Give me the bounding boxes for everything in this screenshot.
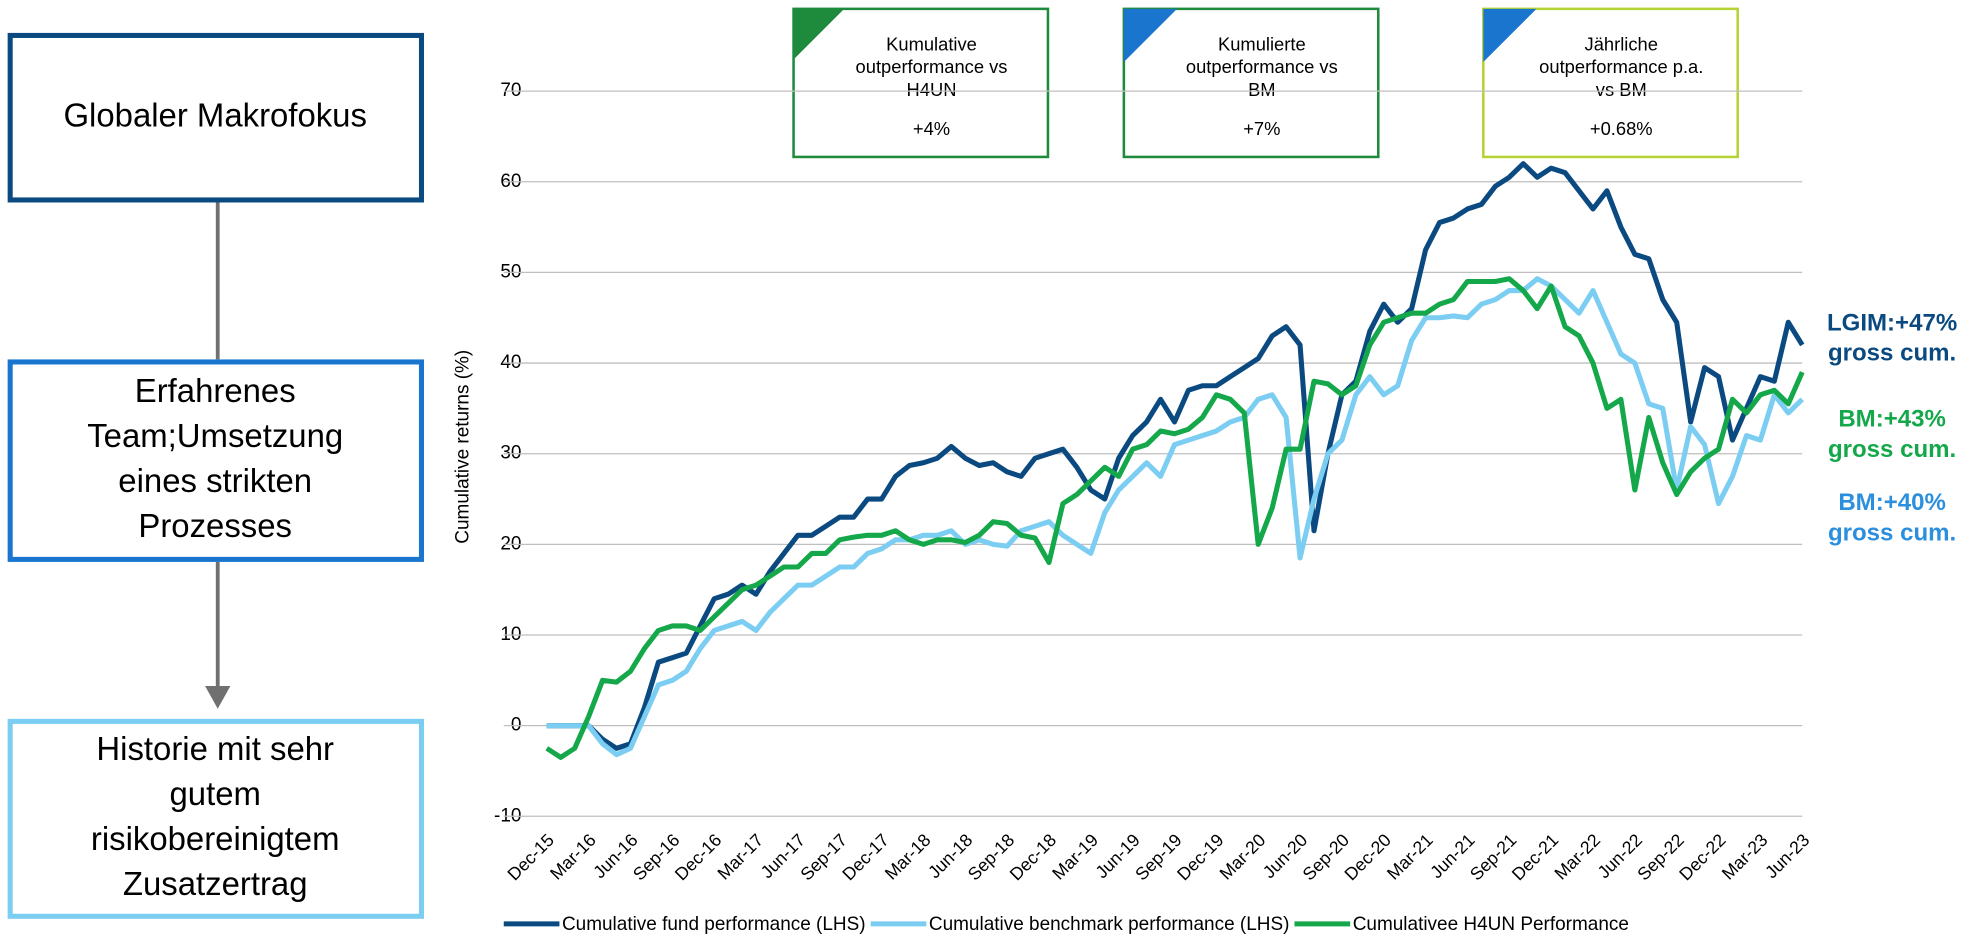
x-tick-label: Dec-20: [1340, 830, 1395, 885]
callout-corner: [793, 8, 845, 60]
end-label: gross cum.: [1828, 340, 1956, 367]
x-tick-label: Dec-15: [503, 830, 558, 885]
legend-label: Cumulativee H4UN Performance: [1353, 914, 1629, 934]
callout-text: Kumulative: [886, 33, 977, 54]
flow-step-text: Team;Umsetzung: [87, 417, 343, 454]
callout-box: [1482, 7, 1739, 159]
x-tick-label: Mar-16: [546, 830, 600, 884]
x-tick-label: Dec-22: [1675, 830, 1730, 885]
callout-value: +7%: [1243, 118, 1280, 139]
callout-text: Kumulierte: [1218, 33, 1306, 54]
callout-text: outperformance vs: [856, 56, 1008, 77]
callout-text: Jährliche: [1585, 33, 1658, 54]
callout-value: +4%: [913, 118, 950, 139]
x-tick-label: Mar-21: [1383, 830, 1437, 884]
x-tick-label: Dec-18: [1006, 830, 1061, 885]
legend-label: Cumulative fund performance (LHS): [562, 914, 866, 934]
flow-step-text: eines strikten: [118, 462, 312, 499]
series-line: [546, 276, 1805, 758]
arrowhead: [205, 685, 231, 709]
x-tick-label: Dec-16: [671, 830, 726, 885]
callout-text: outperformance vs: [1186, 56, 1338, 77]
x-tick-label: Mar-22: [1550, 830, 1604, 884]
flow-box: [7, 718, 425, 919]
x-tick-label: Dec-21: [1508, 830, 1563, 885]
x-tick-label: Dec-17: [838, 830, 893, 885]
callout-box: [1122, 7, 1380, 159]
series-line: [545, 276, 1805, 760]
x-tick-label: Mar-17: [713, 830, 767, 884]
callout-corner: [1483, 8, 1537, 63]
flow-step-text: risikobereinigtem: [91, 820, 340, 857]
y-axis-label: Cumulative returns (%): [452, 350, 473, 544]
x-tick-label: Mar-20: [1216, 830, 1270, 884]
flow-box: [7, 359, 425, 562]
flow-step-text: Prozesses: [138, 507, 292, 544]
callout-text: H4UN: [907, 79, 957, 100]
callout-value: +0.68%: [1590, 118, 1653, 139]
flow-step-text: gutem: [169, 775, 260, 812]
legend-label: Cumulative benchmark performance (LHS): [929, 914, 1290, 934]
end-label: LGIM:+47%: [1827, 309, 1957, 336]
flow-step-text: Erfahrenes: [135, 372, 296, 409]
x-tick-label: Mar-18: [881, 830, 935, 884]
callout-text: outperformance p.a.: [1539, 56, 1703, 77]
end-label: gross cum.: [1828, 436, 1956, 463]
end-label: BM:+43%: [1838, 406, 1946, 433]
x-tick-label: Dec-19: [1173, 830, 1228, 885]
x-tick-label: Jun-23: [1761, 830, 1814, 883]
flow-step-text: Historie mit sehr: [96, 730, 334, 767]
callout-box: [792, 7, 1050, 159]
end-label: gross cum.: [1828, 519, 1956, 546]
flow-step-text: Globaler Makrofokus: [63, 96, 366, 133]
series-line: [546, 161, 1805, 751]
x-tick-label: Mar-23: [1718, 830, 1772, 884]
x-tick-label: Mar-19: [1048, 830, 1102, 884]
callout-text: BM: [1248, 79, 1276, 100]
callout-text: vs BM: [1596, 79, 1647, 100]
flow-step-text: Zusatzertrag: [123, 865, 308, 902]
flow-box: [7, 32, 425, 203]
end-label: BM:+40%: [1838, 489, 1946, 516]
